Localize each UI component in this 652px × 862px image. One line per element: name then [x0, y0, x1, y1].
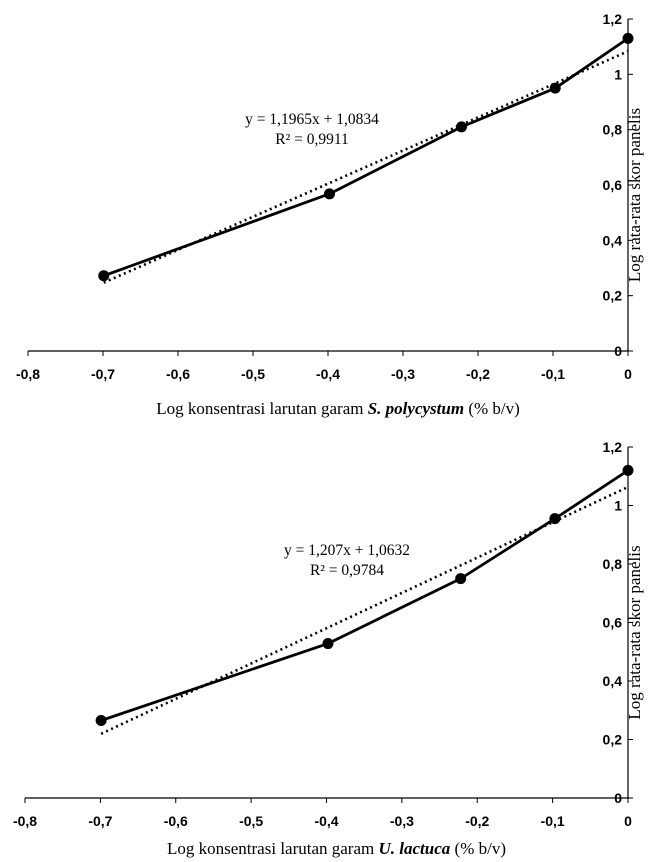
trendline-equation: y = 1,207x + 1,0632 [284, 542, 410, 559]
data-point [322, 638, 334, 650]
y-axis-label: Log rata-rata skor panelis [625, 108, 644, 282]
data-point [98, 270, 110, 282]
x-tick-label: -0,3 [390, 813, 414, 829]
y-tick-label: 0,2 [603, 732, 623, 748]
x-tick-label: -0,7 [91, 366, 115, 382]
x-axis-label: Log konsentrasi larutan garam S. polycys… [156, 399, 520, 418]
x-tick-label: -0,2 [466, 366, 490, 382]
series-line [100, 469, 629, 722]
data-point [622, 32, 634, 44]
y-tick-label: 0,6 [603, 615, 623, 631]
x-tick-label: -0,1 [541, 366, 565, 382]
r-squared: R² = 0,9911 [275, 131, 349, 148]
data-point [549, 513, 561, 525]
x-tick-label: -0,3 [391, 366, 415, 382]
r-squared: R² = 0,9784 [310, 562, 384, 579]
y-tick-label: 0,8 [603, 122, 623, 138]
x-axis-label-suffix: (% b/v) [464, 399, 520, 418]
x-axis-label: Log konsentrasi larutan garam U. lactuca… [167, 839, 506, 858]
y-tick-label: 0,6 [603, 177, 623, 193]
trendline [103, 50, 629, 284]
y-axis-label: Log rata-rata skor panelis [625, 545, 644, 719]
x-axis-label-prefix: Log konsentrasi larutan garam [156, 399, 368, 418]
x-tick-label: -0,7 [88, 813, 112, 829]
x-tick-label: -0,4 [316, 366, 340, 382]
x-tick-label: -0,8 [13, 813, 37, 829]
x-axis-label-species: S. polycystum [368, 399, 464, 418]
data-point [455, 573, 467, 585]
y-tick-label: 1,2 [603, 11, 623, 27]
y-tick-label: 0,2 [603, 288, 623, 304]
y-tick-label: 1 [614, 66, 622, 82]
data-point [324, 188, 335, 200]
y-tick-label: 0,4 [603, 232, 623, 248]
y-tick-label: 0,8 [603, 556, 623, 572]
x-axis-label-suffix: (% b/v) [450, 839, 506, 858]
x-tick-label: 0 [624, 366, 632, 382]
data-point [95, 714, 107, 726]
x-tick-label: -0,6 [164, 813, 188, 829]
data-point [622, 464, 634, 476]
y-tick-label: 0 [614, 790, 622, 806]
x-tick-label: -0,5 [241, 366, 265, 382]
x-tick-label: -0,2 [465, 813, 489, 829]
y-tick-label: 0,4 [603, 673, 623, 689]
x-axis-label-species: U. lactuca [379, 839, 451, 858]
series-line [103, 37, 629, 278]
data-point [456, 121, 467, 133]
y-tick-label: 0 [614, 343, 622, 359]
data-point [549, 82, 561, 94]
trendline-equation: y = 1,1965x + 1,0834 [245, 111, 379, 128]
x-axis-label-prefix: Log konsentrasi larutan garam [167, 839, 379, 858]
y-tick-label: 1,2 [603, 439, 623, 455]
x-tick-label: 0 [624, 813, 632, 829]
x-tick-label: -0,6 [166, 366, 190, 382]
x-tick-label: -0,4 [314, 813, 338, 829]
chart-u-lactuca: -0,8 -0,7 -0,6 -0,5 -0,4 -0,3 -0,2 -0,1 00 0,2 0,4… [13, 439, 644, 858]
x-tick-label: -0,8 [16, 366, 40, 382]
chart-s-polycystum: -0,8 -0,7 -0,6 -0,5 -0,4 -0,3 -0,2 -0,1 00 0,2 0,4… [16, 11, 644, 418]
y-tick-label: 1 [614, 498, 622, 514]
x-tick-label: -0,1 [541, 813, 565, 829]
x-tick-label: -0,5 [239, 813, 263, 829]
